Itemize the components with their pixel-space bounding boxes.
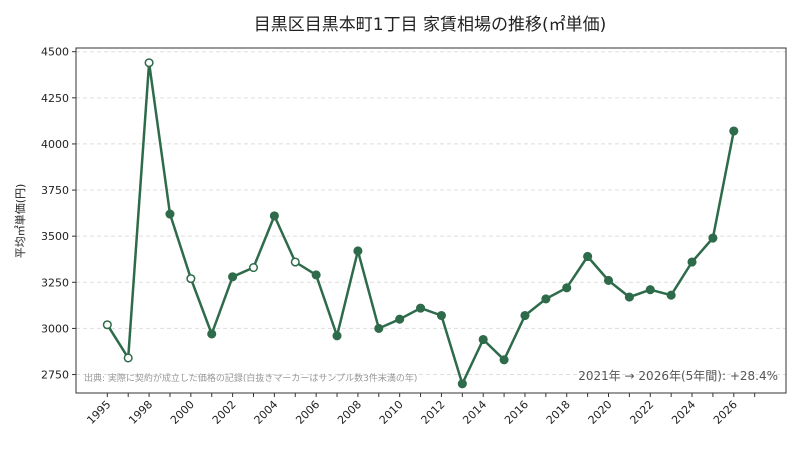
data-point-hollow <box>123 353 133 363</box>
series-line <box>106 61 736 386</box>
data-point <box>541 294 551 304</box>
data-points <box>102 58 739 389</box>
data-point <box>603 275 614 286</box>
data-point <box>624 292 634 302</box>
x-tick-label: 2026 <box>711 398 740 427</box>
data-point <box>311 270 321 280</box>
x-axis: 1995 1998 2000 2002 2004 2006 2008 2010 2012 2014… <box>84 393 756 427</box>
data-point <box>395 314 405 324</box>
data-point <box>478 334 488 345</box>
data-point <box>269 211 279 221</box>
data-point-hollow <box>248 262 259 273</box>
data-point <box>729 126 739 136</box>
y-tick-label: 3750 <box>41 184 69 197</box>
y-axis-label: 平均㎡単価(円) <box>13 184 27 259</box>
plot-frame <box>75 47 787 394</box>
data-point-hollow <box>144 58 154 68</box>
y-tick-label: 3250 <box>41 276 69 289</box>
data-point <box>666 290 676 300</box>
y-axis: 2750 3000 3250 3500 3750 4000 4250 4500 <box>41 46 76 382</box>
x-tick-label: 2012 <box>419 398 448 427</box>
data-point <box>436 310 446 321</box>
data-point-hollow <box>102 320 112 330</box>
chart-title: 目黒区目黒本町1丁目 家賃相場の推移(㎡単価) <box>254 15 606 35</box>
data-point <box>645 285 655 295</box>
x-tick-label: 2020 <box>586 398 615 427</box>
data-point <box>165 209 175 219</box>
data-point-hollow <box>186 274 196 284</box>
gridlines <box>76 51 786 376</box>
data-point <box>416 303 426 313</box>
y-tick-label: 3000 <box>41 322 69 335</box>
x-tick-label: 2022 <box>627 398 656 427</box>
data-point <box>687 257 697 267</box>
x-tick-label: 2018 <box>544 398 573 427</box>
y-tick-label: 4250 <box>41 92 69 105</box>
data-point <box>520 310 530 321</box>
x-tick-label: 2024 <box>669 398 698 427</box>
data-point <box>499 355 509 365</box>
data-point <box>228 272 238 282</box>
x-tick-label: 2010 <box>377 398 406 427</box>
data-point <box>332 331 342 341</box>
data-point <box>583 251 593 262</box>
data-point <box>708 233 718 243</box>
change-summary: 2021年 → 2026年(5年間): +28.4% <box>578 369 778 383</box>
data-point <box>562 283 572 293</box>
x-tick-label: 2008 <box>335 398 364 427</box>
source-note: 出典: 実際に契約が成立した価格の記録(白抜きマーカーはサンプル数3件未満の年) <box>84 372 417 384</box>
x-tick-label: 2002 <box>210 398 239 427</box>
x-tick-label: 1998 <box>126 398 155 427</box>
data-point-hollow <box>290 257 300 267</box>
y-tick-label: 4500 <box>41 46 69 59</box>
x-tick-label: 2014 <box>460 398 489 427</box>
x-tick-label: 2016 <box>502 398 531 427</box>
x-tick-label: 2006 <box>293 398 322 427</box>
y-tick-label: 2750 <box>41 369 69 382</box>
x-tick-label: 2000 <box>168 398 197 427</box>
y-tick-label: 3500 <box>41 230 69 243</box>
data-point <box>374 323 384 333</box>
data-point <box>207 329 217 339</box>
x-tick-label: 1995 <box>84 398 113 427</box>
data-point <box>353 246 363 256</box>
data-point <box>457 379 467 389</box>
y-tick-label: 4000 <box>41 138 69 151</box>
x-tick-label: 2004 <box>252 398 281 427</box>
